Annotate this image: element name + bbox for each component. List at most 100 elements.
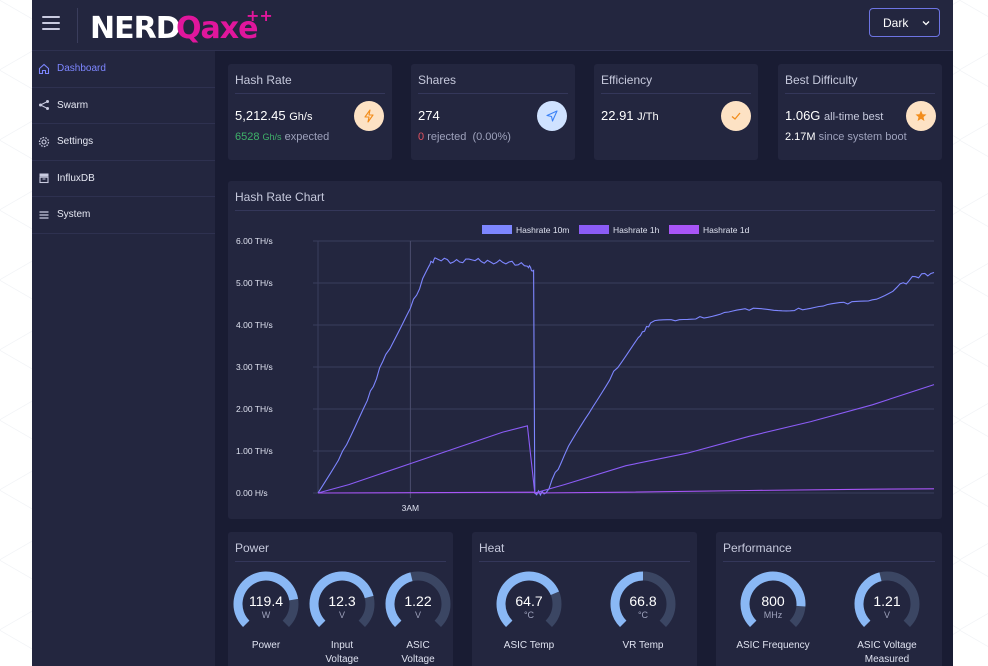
svg-text:++: ++ — [246, 6, 273, 25]
gauge-unit: °C — [638, 610, 649, 620]
check-icon — [731, 112, 741, 120]
y-tick-label: 5.00 TH/s — [236, 278, 273, 288]
gauge-fill — [610, 571, 644, 627]
sidebar: Dashboard Swarm Settings InfluxDB System — [32, 51, 215, 666]
share-icon — [39, 100, 49, 111]
y-tick-label: 3.00 TH/s — [236, 362, 273, 372]
gauge-dial: 66.8°C — [610, 571, 676, 627]
best-difficulty-value: 1.06G all-time best — [785, 108, 884, 123]
check-badge — [721, 101, 751, 131]
shares-card: Shares 274 0 rejected (0.00%) — [411, 64, 575, 160]
series-line-hashrate-10m — [317, 257, 935, 497]
theme-select-value: Dark — [883, 15, 909, 30]
gauge-fill — [233, 571, 299, 627]
gauge-unit: °C — [524, 610, 535, 620]
nerdqaxe-logo: NERD Qaxe ++ — [90, 6, 273, 46]
gauge: 800 MHz ASIC Frequency — [736, 570, 810, 653]
efficiency-card: Efficiency 22.91 J/Th — [594, 64, 758, 160]
hashrate-line-chart[interactable]: Hashrate 10m Hashrate 1h Hashrate 1d 6.00 … — [228, 181, 942, 519]
hashrate-card: Hash Rate 5,212.45 Gh/s 6528 Gh/s expect… — [228, 64, 392, 160]
card-title: Hash Rate — [235, 73, 292, 87]
best-difficulty-card: Best Difficulty 1.06G all-time best 2.17… — [778, 64, 942, 160]
gauge-unit: V — [884, 610, 890, 620]
sidebar-item-settings[interactable]: Settings — [32, 124, 215, 161]
panel-title: Performance — [723, 541, 792, 555]
series-line-hashrate-1d — [317, 488, 935, 494]
card-divider — [723, 561, 935, 562]
gauge: 1.21 V ASIC Voltage Measured — [851, 570, 923, 666]
gauge-dial: 12.3V — [309, 571, 375, 627]
lightning-badge — [354, 101, 384, 131]
gauge-unit: MHz — [764, 610, 783, 620]
chart-legend: Hashrate 10m Hashrate 1h Hashrate 1d — [482, 225, 750, 235]
chart-title: Hash Rate Chart — [235, 190, 325, 204]
card-divider — [235, 93, 385, 94]
gauge-dial: 119.4W — [233, 571, 299, 627]
series-line-hashrate-1h — [317, 384, 935, 494]
card-divider — [235, 561, 446, 562]
best-difficulty-since-boot: 2.17M since system boot — [785, 131, 907, 143]
gauge: 64.7 °C ASIC Temp — [493, 570, 565, 653]
legend-swatch — [669, 225, 699, 234]
home-icon — [38, 63, 50, 74]
gauge-fill — [854, 572, 882, 627]
send-badge — [537, 101, 567, 131]
svg-text:Qaxe: Qaxe — [176, 11, 257, 46]
topbar-divider — [77, 8, 78, 43]
sidebar-item-dashboard[interactable]: Dashboard — [32, 51, 215, 88]
send-icon — [546, 110, 558, 122]
gauge-label: ASIC Voltage — [857, 640, 917, 651]
legend-swatch — [579, 225, 609, 234]
gauge-value: 119.4 — [249, 593, 283, 609]
card-divider — [479, 561, 690, 562]
gauge-fill — [385, 572, 413, 627]
performance-panel: Performance 800 MHz ASIC Frequency 1.21 V ASI… — [716, 532, 942, 666]
lightning-icon — [364, 109, 374, 123]
sidebar-item-label: Swarm — [57, 99, 89, 111]
panel-title: Power — [235, 541, 270, 555]
gauge-fill — [496, 571, 560, 627]
database-icon — [39, 173, 49, 184]
gauge-dial: 1.22V — [385, 571, 451, 627]
y-tick-label: 2.00 TH/s — [236, 404, 273, 414]
sidebar-item-influxdb[interactable]: InfluxDB — [32, 161, 215, 197]
gauge-label: ASIC Temp — [503, 640, 555, 651]
y-tick-label: 6.00 TH/s — [236, 236, 273, 246]
card-divider — [418, 93, 568, 94]
gauge-label-line2: Measured — [864, 654, 910, 665]
y-tick-label: 4.00 TH/s — [236, 320, 273, 330]
chart-grid — [313, 240, 934, 498]
menu-toggle-icon[interactable] — [42, 16, 60, 30]
sidebar-item-label: InfluxDB — [57, 172, 95, 184]
chart-y-axis: 6.00 TH/s 5.00 TH/s 4.00 TH/s 3.00 TH/s 2.00… — [236, 236, 273, 498]
svg-text:NERD: NERD — [90, 11, 180, 46]
gauge-unit: V — [415, 610, 421, 620]
gauge-dial: 64.7°C — [496, 571, 562, 627]
shares-rejected: 0 rejected (0.00%) — [418, 131, 511, 143]
x-tick-label: 3AM — [402, 503, 419, 513]
gear-icon — [38, 136, 50, 147]
gauge-unit: V — [339, 610, 345, 620]
gauge-label: Power — [251, 640, 281, 651]
chart-series — [317, 257, 935, 497]
sidebar-item-system[interactable]: System — [32, 197, 215, 234]
star-icon — [915, 110, 927, 121]
theme-select[interactable]: Dark — [869, 8, 940, 37]
gauge-value: 66.8 — [629, 593, 656, 609]
gauge-label: VR Temp — [622, 640, 664, 651]
legend-label: Hashrate 1d — [703, 225, 750, 235]
sidebar-item-swarm[interactable]: Swarm — [32, 88, 215, 124]
gauge-label: Input — [330, 640, 354, 651]
star-badge — [906, 101, 936, 131]
gauge-fill — [740, 571, 806, 627]
legend-swatch — [482, 225, 512, 234]
chart-x-axis: 3AM — [402, 503, 419, 513]
gauge-label-line2: Voltage — [325, 654, 359, 665]
gauge-label: ASIC — [406, 640, 430, 651]
shares-value: 274 — [418, 108, 440, 123]
power-panel: Power 119.4 W Power 12.3 V Input Voltage 1.22 V A… — [228, 532, 453, 666]
list-icon — [39, 211, 49, 219]
y-tick-label: 0.00 H/s — [236, 488, 268, 498]
app-window: NERD Qaxe ++ Dark Dashboard Swarm Settin… — [32, 0, 953, 666]
